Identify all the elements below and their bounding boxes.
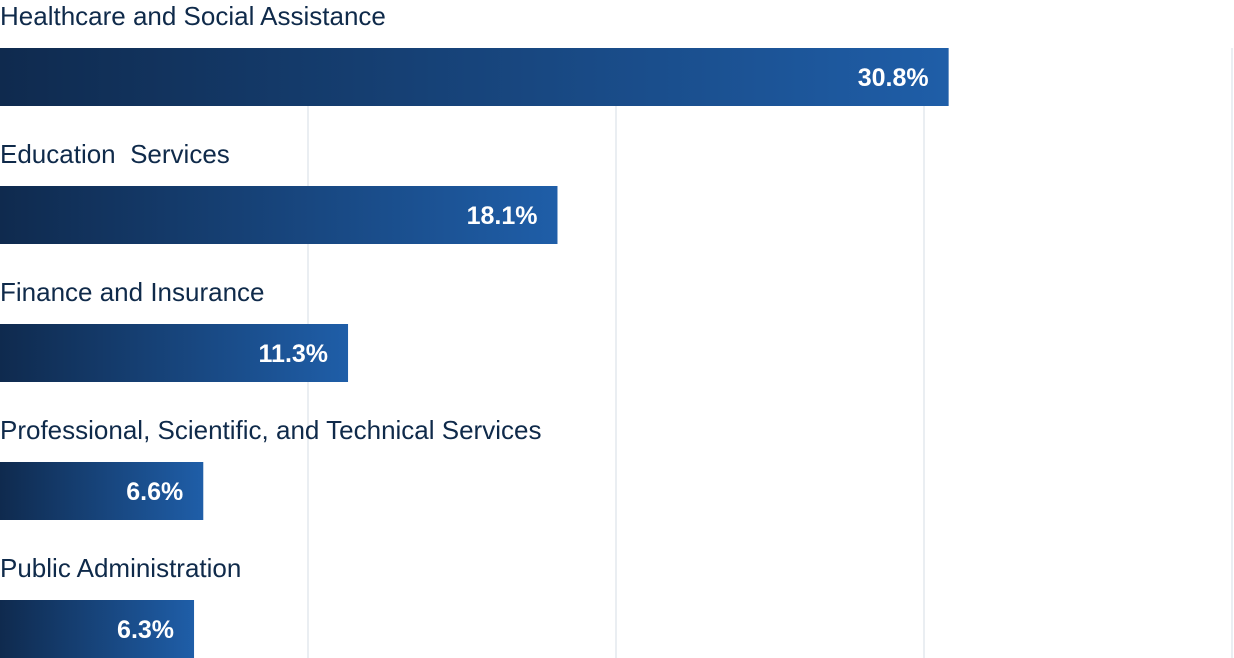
bar xyxy=(0,600,195,658)
category-labels: Healthcare and Social Assistance Educatio… xyxy=(0,1,541,583)
bar-value-label: 30.8% xyxy=(858,64,929,92)
bar xyxy=(0,186,558,244)
category-label: Healthcare and Social Assistance xyxy=(0,1,386,31)
category-label: Public Administration xyxy=(0,553,241,583)
bar-value-label: 11.3% xyxy=(259,340,329,368)
bar-value-label: 6.6% xyxy=(126,478,183,506)
bars xyxy=(0,48,949,658)
bar-value-label: 6.3% xyxy=(117,616,174,644)
gridlines xyxy=(307,48,1233,658)
bar-value-label: 18.1% xyxy=(467,202,538,230)
value-labels: 30.8% 18.1% 11.3% 6.6% 6.3% xyxy=(117,64,929,644)
bar xyxy=(0,48,949,106)
bar xyxy=(0,462,204,520)
category-label: Finance and Insurance xyxy=(0,277,265,307)
bar xyxy=(0,324,349,382)
category-label: Education Services xyxy=(0,139,230,169)
category-label: Professional, Scientific, and Technical … xyxy=(0,415,541,445)
